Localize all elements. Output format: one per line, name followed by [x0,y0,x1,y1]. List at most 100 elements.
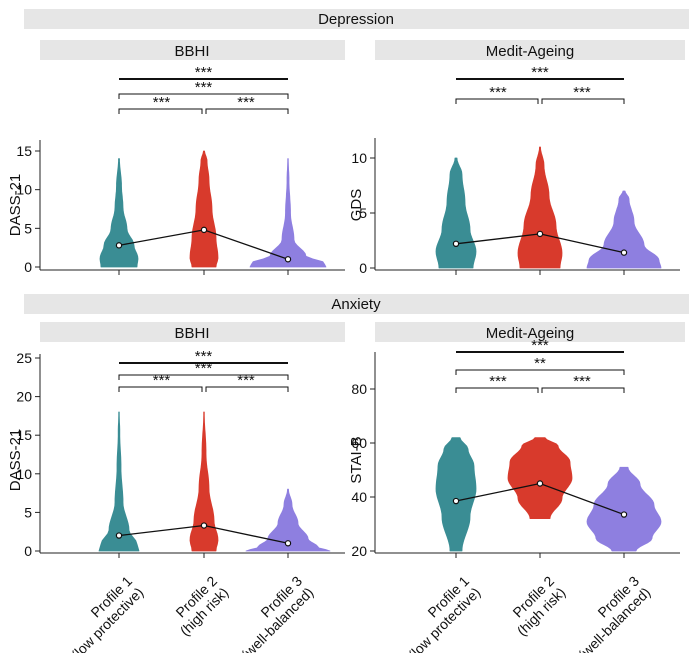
mean-point-profile-1 [115,532,123,539]
significance-bracket: *** [456,64,624,81]
y-tick-label: 5 [359,205,367,221]
y-tick-label: 25 [16,350,32,366]
significance-bracket: *** [455,373,539,393]
bracket-bar [118,108,203,114]
panel-2: 0 5 10 *** *** *** [351,64,680,276]
mean-point-profile-3 [620,249,628,256]
y-tick-label: 0 [359,260,367,276]
significance-bracket: *** [118,372,203,392]
xtick-label-text: Profile 3(well-balanced) [227,573,317,653]
panel-title-1: BBHI [174,43,209,60]
significance-label: *** [237,372,255,389]
ylabel-1: DASS-21 [7,174,24,237]
significance-bracket: *** [205,372,289,392]
xtick-label-3-right: Profile 3(well-balanced) [564,573,654,653]
y-tick-label: 20 [16,389,32,405]
mean-point-profile-2 [200,522,208,529]
mean-point-profile-2 [536,480,544,487]
y-tick-label: 0 [24,259,32,275]
xtick-label-2-right: Profile 2(high risk) [509,573,568,639]
significance-bracket: *** [541,84,625,104]
mean-point-profile-3 [284,256,292,263]
xtick-label-text: Profile 1(low protective) [394,573,484,653]
significance-label: *** [237,94,255,111]
xtick-label-text: Profile 1(low protective) [57,573,147,653]
xtick-label-text: Profile 3(well-balanced) [564,573,654,653]
violin-profile-1 [435,437,477,552]
significance-bracket: *** [205,94,289,114]
panel-title-4: Medit-Ageing [486,325,574,342]
violin-profile-3 [249,158,327,268]
ylabel-4: STAI-B [348,436,365,483]
y-tick-label: 20 [351,543,367,559]
panel-title-2: Medit-Ageing [486,43,574,60]
y-tick-label: 0 [24,543,32,559]
significance-bracket: *** [541,373,625,393]
panel-strip-4 [375,322,685,342]
bracket-bar [118,374,289,380]
ylabel-2: GDS [348,189,365,222]
significance-bracket: *** [118,79,289,99]
violin-profile-3 [586,466,662,552]
bracket-bar [205,386,289,392]
significance-bracket: *** [118,94,203,114]
significance-bracket: *** [455,84,539,104]
significance-bracket: ** [455,355,625,375]
row-title-anxiety: Anxiety [331,296,381,313]
significance-label: *** [195,348,213,365]
bracket-bar [541,98,625,104]
violin-profile-2 [189,150,219,268]
violin-profile-2 [517,146,563,269]
mean-point-profile-3 [284,540,292,547]
y-tick-label: 80 [351,381,367,397]
significance-label: *** [531,337,549,354]
y-tick-label: 40 [351,489,367,505]
violin-profile-2 [189,411,219,552]
mean-point-profile-2 [200,226,208,234]
bracket-bar [205,108,289,114]
y-tick-label: 5 [24,220,32,236]
significance-label: *** [195,79,213,96]
mean-point-profile-1 [115,242,123,249]
significance-bracket: *** [118,360,289,380]
xtick-label-1-left: Profile 1(low protective) [57,573,147,653]
row-strip-depression [24,9,689,29]
significance-label: *** [195,64,213,81]
xtick-label-text: Profile 2(high risk) [165,573,231,639]
bracket-bar [118,93,289,99]
significance-label: *** [489,373,507,390]
bracket-bar [455,369,625,375]
panel-title-3: BBHI [174,325,209,342]
violin-profile-3 [586,190,662,269]
bracket-bar [118,386,203,392]
violin-profile-1 [98,411,140,552]
y-tick-label: 15 [16,427,32,443]
significance-label: *** [531,64,549,81]
panel-strip-1 [40,40,345,60]
xtick-label-3-left: Profile 3(well-balanced) [227,573,317,653]
bracket-bar [541,387,625,393]
xtick-label-2-left: Profile 2(high risk) [165,573,231,639]
mean-point-profile-3 [620,511,628,518]
significance-label: *** [489,84,507,101]
xtick-label-1-right: Profile 1(low protective) [394,573,484,653]
y-tick-label: 5 [24,504,32,520]
significance-bracket: *** [119,64,288,81]
violin-profile-3 [245,488,331,552]
significance-label: *** [153,94,171,111]
y-tick-label: 60 [351,435,367,451]
violin-profile-2 [507,437,573,519]
panel-strip-2 [375,40,685,60]
significance-bracket: *** [456,337,624,354]
mean-point-profile-1 [452,497,460,505]
y-tick-label: 10 [16,182,32,198]
ylabel-3: DASS-21 [7,429,24,492]
bracket-bar [455,98,539,104]
significance-label: *** [573,373,591,390]
y-tick-label: 10 [16,466,32,482]
